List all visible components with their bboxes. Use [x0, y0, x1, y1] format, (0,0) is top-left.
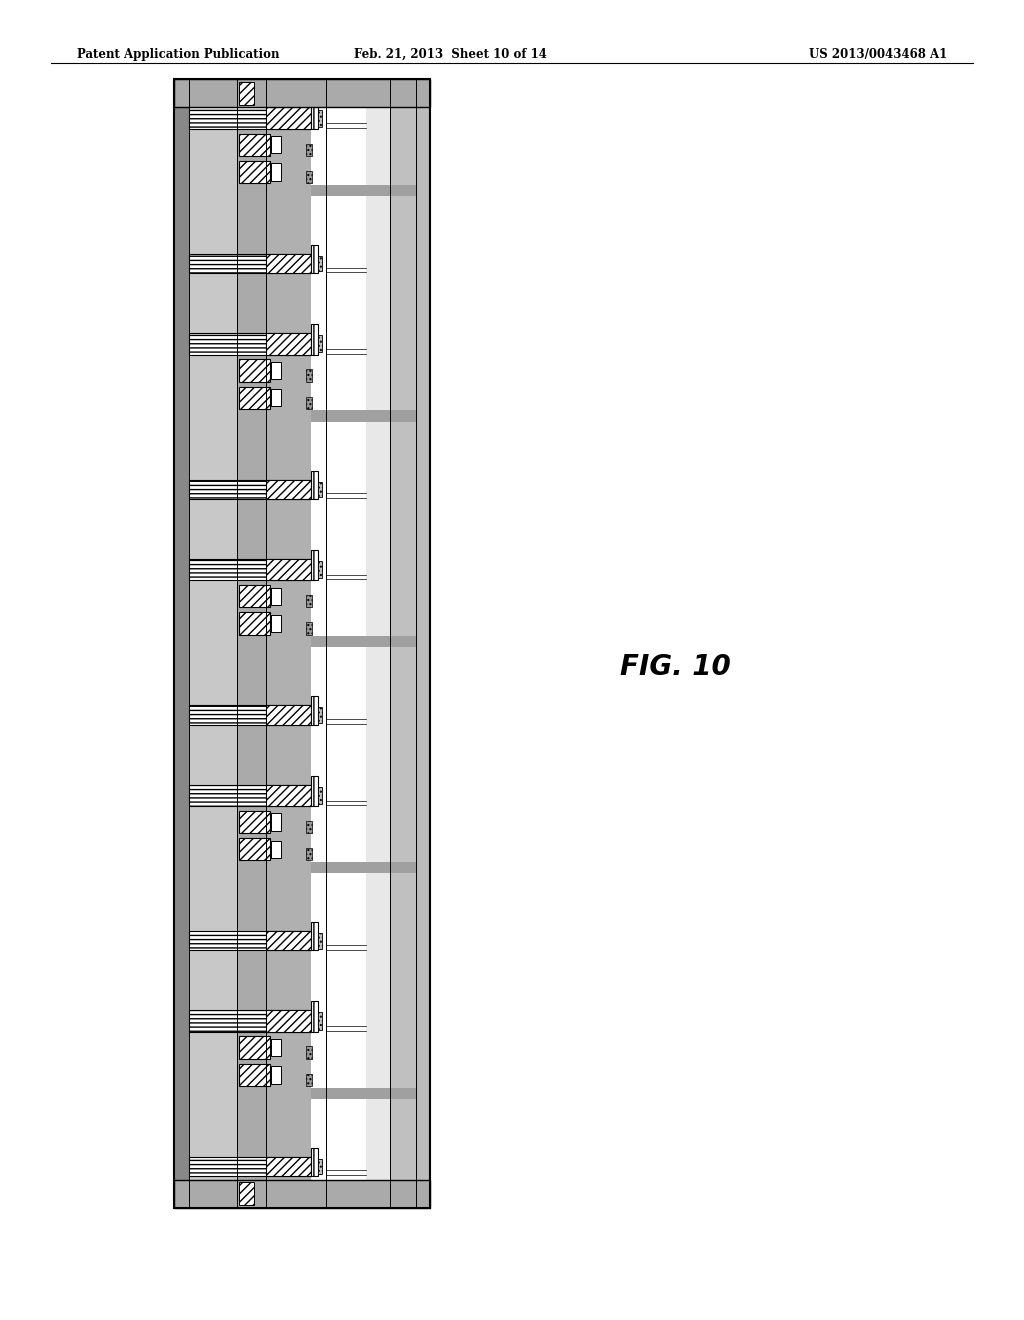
Bar	[189, 1156, 311, 1176]
Bar	[239, 387, 270, 409]
Bar	[189, 79, 237, 1208]
Bar	[317, 110, 323, 127]
Bar	[306, 170, 312, 183]
Bar	[367, 79, 390, 1208]
Bar	[239, 838, 270, 861]
Bar	[189, 931, 311, 950]
Bar	[239, 133, 270, 156]
Bar	[311, 99, 317, 129]
Bar	[266, 479, 311, 499]
Bar	[317, 708, 323, 723]
Bar	[174, 79, 430, 1208]
Bar	[239, 1036, 270, 1059]
Bar	[189, 479, 311, 499]
Bar	[189, 705, 311, 725]
Bar	[317, 561, 323, 578]
Bar	[311, 923, 317, 950]
Bar	[311, 636, 416, 647]
Bar	[271, 362, 281, 379]
Bar	[306, 595, 312, 607]
Bar	[271, 813, 281, 830]
Bar	[311, 550, 317, 581]
Bar	[271, 615, 281, 632]
Bar	[271, 1039, 281, 1056]
Bar	[317, 933, 323, 949]
Bar	[306, 847, 312, 861]
Bar	[239, 161, 270, 183]
Bar	[311, 471, 317, 499]
Bar	[271, 587, 281, 605]
Bar	[271, 136, 281, 153]
Bar	[311, 185, 416, 195]
Bar	[306, 821, 312, 833]
Bar	[266, 705, 311, 725]
Bar	[317, 1159, 323, 1175]
Text: Patent Application Publication: Patent Application Publication	[77, 48, 280, 61]
Bar	[266, 558, 311, 581]
Bar	[317, 256, 323, 272]
Bar	[239, 810, 270, 833]
Bar	[306, 622, 312, 635]
Bar	[311, 246, 317, 273]
Bar	[189, 558, 311, 581]
Bar	[306, 396, 312, 409]
Bar	[311, 697, 317, 725]
Bar	[239, 1183, 254, 1205]
Bar	[311, 79, 367, 1208]
Bar	[306, 1073, 312, 1086]
Bar	[271, 164, 281, 181]
Bar	[311, 411, 416, 421]
Bar	[306, 144, 312, 156]
Bar	[271, 1067, 281, 1084]
Bar	[266, 107, 311, 129]
Bar	[189, 107, 311, 129]
Bar	[311, 862, 416, 873]
Bar	[311, 776, 317, 807]
Text: FIG. 10: FIG. 10	[621, 652, 731, 681]
Text: Feb. 21, 2013  Sheet 10 of 14: Feb. 21, 2013 Sheet 10 of 14	[354, 48, 547, 61]
Bar	[271, 389, 281, 407]
Text: US 2013/0043468 A1: US 2013/0043468 A1	[809, 48, 947, 61]
Bar	[266, 333, 311, 355]
Bar	[237, 79, 266, 1208]
Bar	[317, 482, 323, 498]
Bar	[311, 1088, 416, 1098]
Bar	[189, 784, 311, 807]
Bar	[390, 79, 416, 1208]
Bar	[306, 370, 312, 381]
Bar	[317, 787, 323, 804]
Bar	[317, 335, 323, 352]
Bar	[189, 253, 311, 273]
Bar	[239, 359, 270, 381]
Bar	[174, 1180, 430, 1208]
Bar	[266, 253, 311, 273]
Bar	[189, 333, 311, 355]
Bar	[311, 1148, 317, 1176]
Bar	[266, 1010, 311, 1032]
Bar	[239, 1064, 270, 1086]
Bar	[189, 1010, 311, 1032]
Bar	[266, 784, 311, 807]
Bar	[311, 325, 317, 355]
Bar	[239, 82, 254, 104]
Bar	[266, 931, 311, 950]
Bar	[306, 1047, 312, 1059]
Bar	[239, 612, 270, 635]
Bar	[271, 841, 281, 858]
Bar	[317, 1012, 323, 1030]
Bar	[174, 79, 189, 1208]
Bar	[416, 79, 430, 1208]
Bar	[311, 1002, 317, 1032]
Bar	[239, 585, 270, 607]
Bar	[174, 79, 430, 107]
Bar	[174, 79, 430, 1208]
Bar	[266, 1156, 311, 1176]
